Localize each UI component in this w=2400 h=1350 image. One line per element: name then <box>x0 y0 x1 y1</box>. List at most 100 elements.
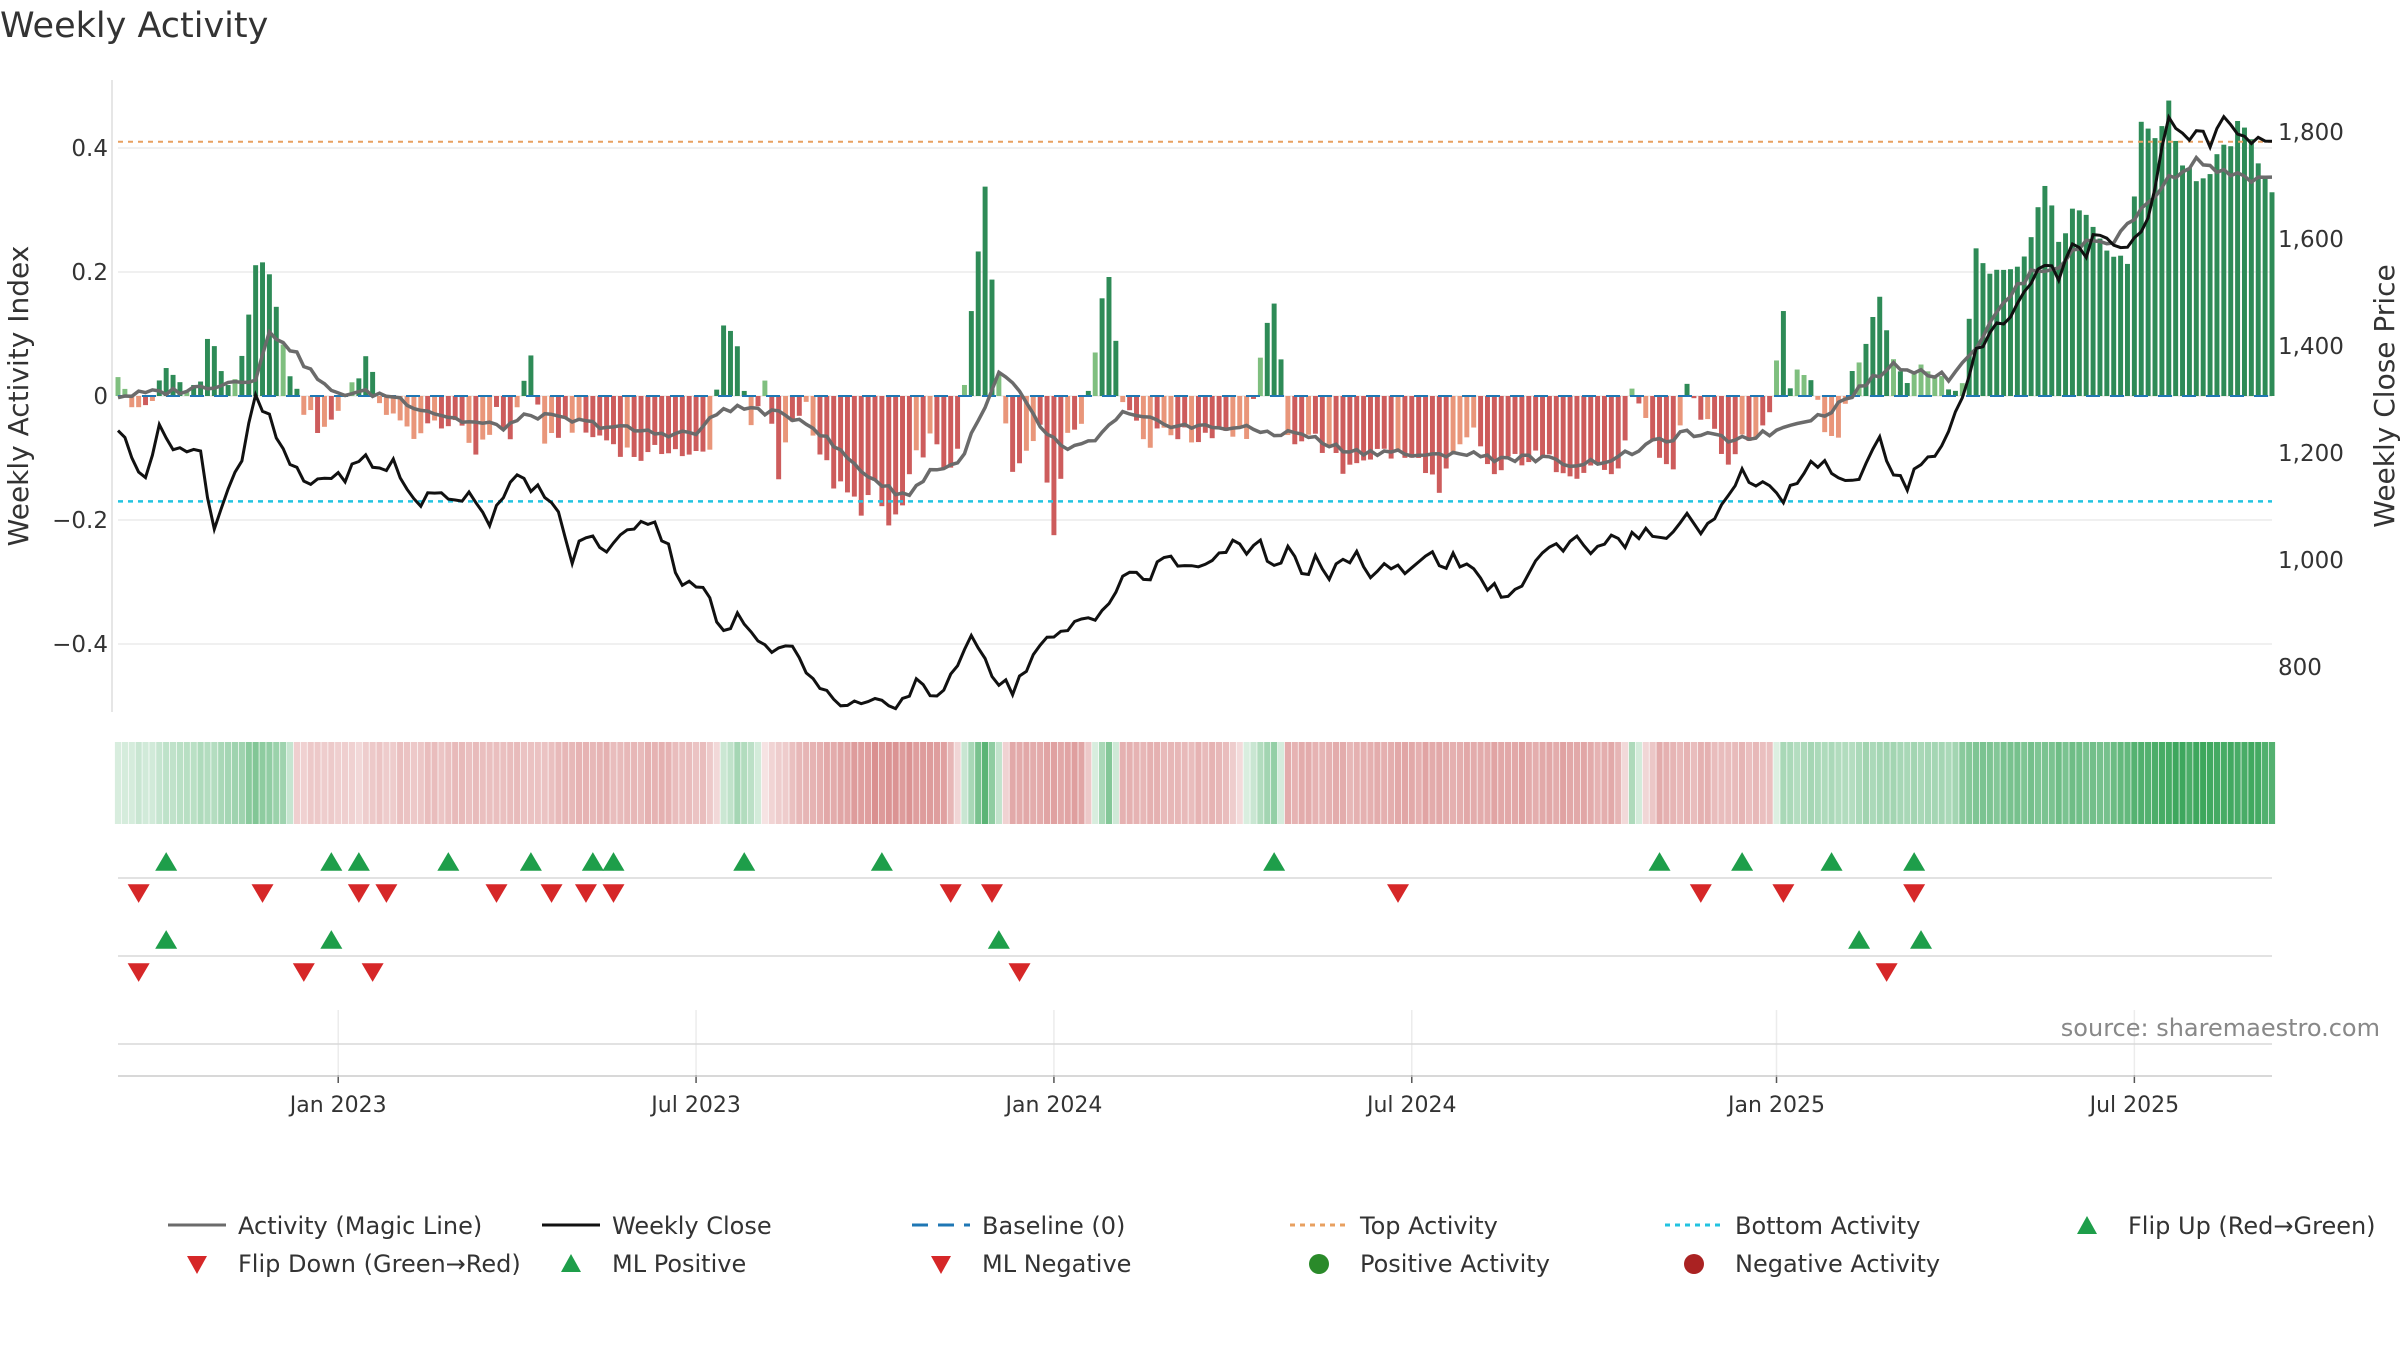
y-tick-label: −0.4 <box>52 632 108 658</box>
activity-bar <box>927 396 933 434</box>
strip-cell <box>1133 742 1140 824</box>
activity-bar <box>2063 233 2069 396</box>
activity-bar <box>473 396 479 455</box>
strip-cell <box>672 742 679 824</box>
strip-cell <box>679 742 686 824</box>
strip-cell <box>2028 742 2035 824</box>
strip-cell <box>2145 742 2152 824</box>
activity-bar <box>1395 396 1401 451</box>
activity-bar <box>920 396 926 458</box>
activity-bar <box>1801 375 1807 396</box>
strip-cell <box>403 742 411 824</box>
strip-cell <box>2172 742 2179 824</box>
activity-bar <box>886 396 892 526</box>
strip-cell <box>1408 742 1415 824</box>
activity-bar <box>411 396 417 439</box>
activity-bar <box>638 396 644 461</box>
strip-cell <box>1078 742 1085 824</box>
strip-cell <box>1140 742 1147 824</box>
activity-bar <box>1588 396 1594 466</box>
strip-cell <box>1312 742 1319 824</box>
magic-line-series <box>117 154 2273 498</box>
activity-bar <box>824 396 830 461</box>
strip-cell <box>1855 742 1863 824</box>
strip-cell <box>1732 742 1739 824</box>
strip-cell <box>2041 742 2048 824</box>
strip-cell <box>1092 742 1099 824</box>
strip-cell <box>1704 742 1711 824</box>
activity-bar <box>796 396 802 416</box>
activity-bar <box>1113 340 1119 396</box>
activity-bar <box>528 355 534 396</box>
strip-cell <box>520 742 528 824</box>
activity-bar <box>1760 396 1766 426</box>
flip-down-marker <box>939 884 962 903</box>
strip-cell <box>1718 742 1725 824</box>
activity-bar <box>1051 396 1057 536</box>
strip-cell <box>479 742 486 824</box>
strip-cell <box>1505 742 1512 824</box>
strip-cell <box>796 742 803 824</box>
activity-bar <box>507 396 513 440</box>
strip-cell <box>713 742 720 824</box>
strip-cell <box>149 742 156 824</box>
strip-cell <box>245 742 252 824</box>
activity-bar <box>1932 377 1938 396</box>
strip-cell <box>211 742 218 824</box>
legend-label: Baseline (0) <box>982 1212 1125 1240</box>
activity-bar <box>755 396 761 407</box>
activity-bar <box>301 396 307 415</box>
activity-bar <box>1615 396 1621 469</box>
activity-bar <box>349 382 355 396</box>
flip-up-marker <box>602 852 625 871</box>
activity-bar <box>1774 360 1779 396</box>
strip-cell <box>1739 742 1746 824</box>
strip-cell <box>2138 742 2145 824</box>
strip-cell <box>1243 742 1250 824</box>
activity-bar <box>1085 390 1091 396</box>
activity-bar <box>624 396 630 448</box>
strip-cell <box>1415 742 1422 824</box>
activity-bar <box>2269 192 2275 396</box>
strip-cell <box>575 742 583 824</box>
flip-up-marker <box>320 852 343 871</box>
strip-cell <box>321 742 328 824</box>
x-tick-label: Jul 2025 <box>2088 1093 2180 1118</box>
activity-bar <box>1767 396 1773 413</box>
activity-bar <box>955 396 961 449</box>
ml-negative-marker <box>127 963 150 982</box>
strip-cell <box>1573 742 1581 824</box>
strip-cell <box>452 742 459 824</box>
activity-bar <box>1994 269 2000 396</box>
activity-bar <box>1402 396 1408 458</box>
strip-cell <box>1690 742 1698 824</box>
activity-bar <box>246 314 252 396</box>
strip-cell <box>699 742 707 824</box>
strip-cell <box>1477 742 1484 824</box>
activity-bar <box>1450 396 1456 452</box>
activity-bar <box>1306 396 1312 435</box>
strip-cell <box>472 742 479 824</box>
strip-cell <box>1284 742 1292 824</box>
strip-cell <box>596 742 603 824</box>
strip-cell <box>2034 742 2042 824</box>
strip-cell <box>1766 742 1773 824</box>
strip-cell <box>851 742 858 824</box>
legend-label: Negative Activity <box>1735 1250 1940 1278</box>
strip-cell <box>1188 742 1195 824</box>
activity-bar <box>728 330 733 396</box>
strip-cell <box>844 742 851 824</box>
activity-bar <box>1581 396 1587 473</box>
strip-cell <box>1195 742 1202 824</box>
activity-bar <box>308 396 314 411</box>
strip-cell <box>651 742 658 824</box>
strip-cell <box>1780 742 1787 824</box>
strip-cell <box>809 742 817 824</box>
strip-cell <box>644 742 651 824</box>
activity-bar <box>1078 396 1084 424</box>
flip-up-marker <box>733 852 756 871</box>
activity-bar <box>1237 396 1243 427</box>
strip-cell <box>2083 742 2090 824</box>
strip-cell <box>2151 742 2159 824</box>
activity-bar <box>672 396 678 450</box>
